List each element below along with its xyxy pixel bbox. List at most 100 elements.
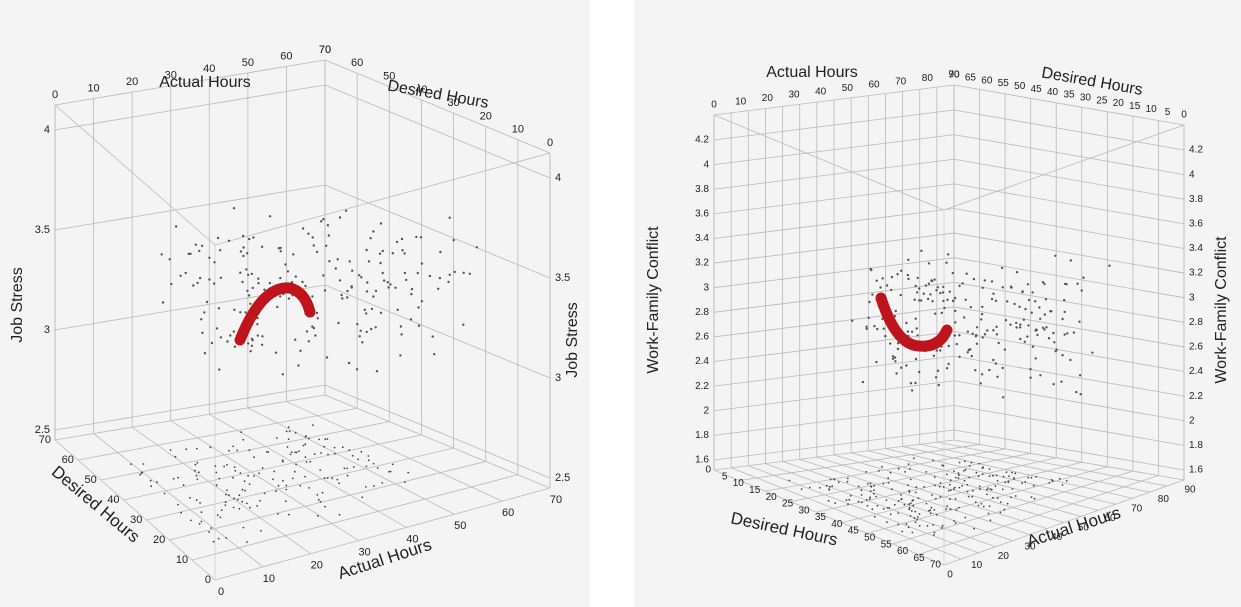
floor-point xyxy=(232,445,235,448)
data-point xyxy=(366,281,369,284)
floor-point xyxy=(955,509,958,511)
floor-point xyxy=(236,449,239,452)
floor-point xyxy=(967,495,970,498)
data-point xyxy=(947,362,950,366)
floor-point xyxy=(942,464,945,467)
floor-point xyxy=(829,478,832,481)
data-point xyxy=(951,271,954,275)
data-point xyxy=(1063,298,1066,302)
floor-point xyxy=(933,534,935,536)
data-point xyxy=(326,224,330,227)
floor-point xyxy=(845,499,848,501)
data-point xyxy=(229,334,232,337)
wall-grid-line xyxy=(54,84,326,131)
floor-point xyxy=(916,516,919,518)
floor-point xyxy=(324,505,326,508)
tick-label: 55 xyxy=(998,78,1010,89)
data-point xyxy=(1001,366,1004,370)
data-point xyxy=(906,273,910,277)
tick-label: 5 xyxy=(1165,107,1171,118)
floor-point xyxy=(326,438,329,440)
tick-label: 10 xyxy=(87,82,99,94)
floor-point xyxy=(220,509,223,512)
data-point xyxy=(417,306,420,309)
data-point xyxy=(916,334,919,337)
data-point xyxy=(301,227,305,230)
data-point xyxy=(279,246,282,250)
data-point xyxy=(416,271,419,275)
floor-point xyxy=(963,469,965,472)
data-point xyxy=(365,248,368,252)
floor-point xyxy=(242,526,245,529)
floor-point xyxy=(241,500,244,503)
floor-grid-line xyxy=(209,413,407,528)
floor-point xyxy=(931,494,933,496)
data-point xyxy=(1018,305,1021,308)
data-point xyxy=(299,349,302,352)
floor-point xyxy=(909,515,912,517)
tick-label: 50 xyxy=(842,83,854,94)
data-point xyxy=(431,335,434,338)
floor-point xyxy=(869,482,872,485)
data-point xyxy=(256,323,259,326)
data-point xyxy=(935,289,938,292)
data-point xyxy=(916,291,919,294)
floor-point xyxy=(196,478,199,481)
data-point xyxy=(198,276,202,280)
floor-point xyxy=(248,483,251,485)
data-point xyxy=(953,334,956,337)
tick-label: 80 xyxy=(922,73,934,84)
floor-point xyxy=(980,502,983,505)
floor-point xyxy=(321,491,324,494)
data-point xyxy=(198,249,201,253)
floor-point xyxy=(1033,497,1036,500)
data-point xyxy=(374,326,377,329)
floor-point xyxy=(259,499,261,502)
data-point xyxy=(415,235,418,239)
data-point xyxy=(914,284,917,288)
floor-point xyxy=(911,499,914,502)
floor-point xyxy=(968,465,971,467)
data-point xyxy=(370,327,373,331)
floor-point xyxy=(949,508,952,511)
data-point xyxy=(1000,266,1004,270)
data-point xyxy=(161,301,165,304)
floor-grid-line xyxy=(713,469,945,566)
floor-grid-line xyxy=(851,452,1082,517)
wall-grid-line xyxy=(953,404,1185,446)
data-point xyxy=(954,296,957,300)
floor-point xyxy=(827,499,830,502)
data-point xyxy=(215,327,219,330)
tick-label: 2.6 xyxy=(1189,342,1203,353)
floor-point xyxy=(199,502,202,504)
floor-point xyxy=(195,499,198,502)
floor-point xyxy=(914,510,917,513)
data-point xyxy=(970,354,973,358)
data-point xyxy=(981,286,984,289)
tick-label: 2.2 xyxy=(1189,391,1203,402)
floor-point xyxy=(298,450,300,452)
data-point xyxy=(297,364,300,367)
floor-point xyxy=(224,501,227,504)
floor-point xyxy=(994,485,997,487)
floor-grid-line xyxy=(93,433,264,568)
data-point xyxy=(1027,324,1030,327)
tick-label: 70 xyxy=(895,76,907,87)
floor-point xyxy=(150,485,153,488)
floor-point xyxy=(212,540,215,543)
data-point xyxy=(340,293,343,297)
floor-point xyxy=(857,485,860,488)
floor-point xyxy=(287,438,290,440)
data-point xyxy=(914,381,917,385)
data-point xyxy=(379,311,383,314)
data-point xyxy=(250,272,253,276)
floor-point xyxy=(952,488,955,490)
floor-point xyxy=(1032,484,1035,487)
tick-label: 1.6 xyxy=(695,455,709,466)
tick-label: 3 xyxy=(555,372,561,384)
data-point xyxy=(964,298,967,301)
data-point xyxy=(370,307,374,311)
floor-point xyxy=(196,447,198,450)
floor-point xyxy=(957,506,960,509)
data-point xyxy=(918,370,921,374)
